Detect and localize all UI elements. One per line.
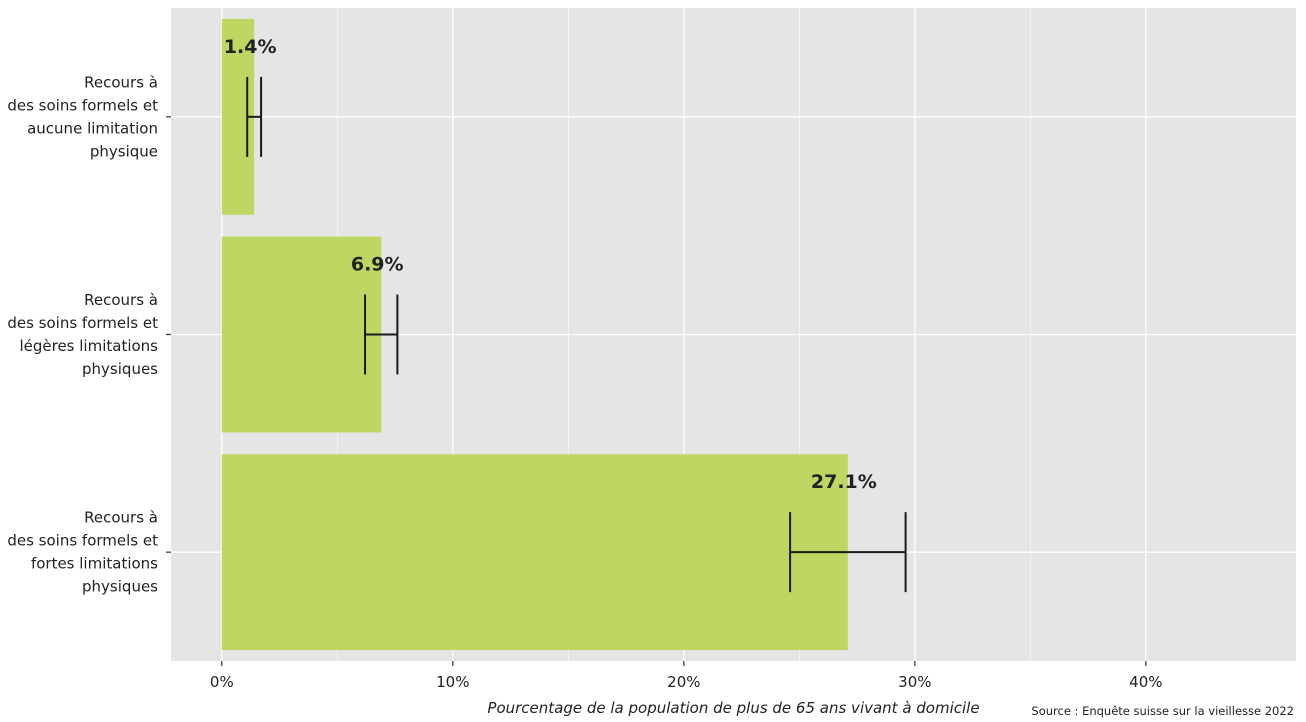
error-bars: [246, 76, 907, 593]
x-tick-label: 30%: [898, 673, 931, 691]
x-axis-tick-labels: 0% 10% 20% 30% 40%: [210, 661, 1163, 691]
x-tick-label: 20%: [667, 673, 700, 691]
source-note: Source : Enquête suisse sur la vieilless…: [1031, 704, 1294, 718]
y-category-label: Recours à des soins formels et fortes limi…: [7, 509, 158, 596]
x-tick-label: 0%: [210, 673, 234, 691]
error-bar: [246, 76, 263, 157]
data-label: 27.1%: [811, 471, 877, 493]
y-category-label: Recours à des soins formels et aucune limi…: [7, 73, 158, 160]
data-label: 6.9%: [351, 254, 404, 276]
x-axis-title: Pourcentage de la population de plus de …: [487, 699, 979, 717]
bar: [221, 236, 382, 433]
data-labels: 1.4% 6.9% 27.1%: [224, 36, 877, 493]
y-axis-category-labels: Recours à des soins formels et aucune limi…: [7, 73, 171, 596]
error-bar: [789, 512, 907, 593]
y-category-label: Recours à des soins formels et légères lim…: [7, 291, 158, 378]
x-tick-label: 40%: [1129, 673, 1162, 691]
data-label: 1.4%: [224, 36, 277, 58]
error-bar: [364, 294, 399, 375]
bar: [221, 454, 848, 651]
x-tick-label: 10%: [436, 673, 469, 691]
bars: [221, 18, 848, 651]
